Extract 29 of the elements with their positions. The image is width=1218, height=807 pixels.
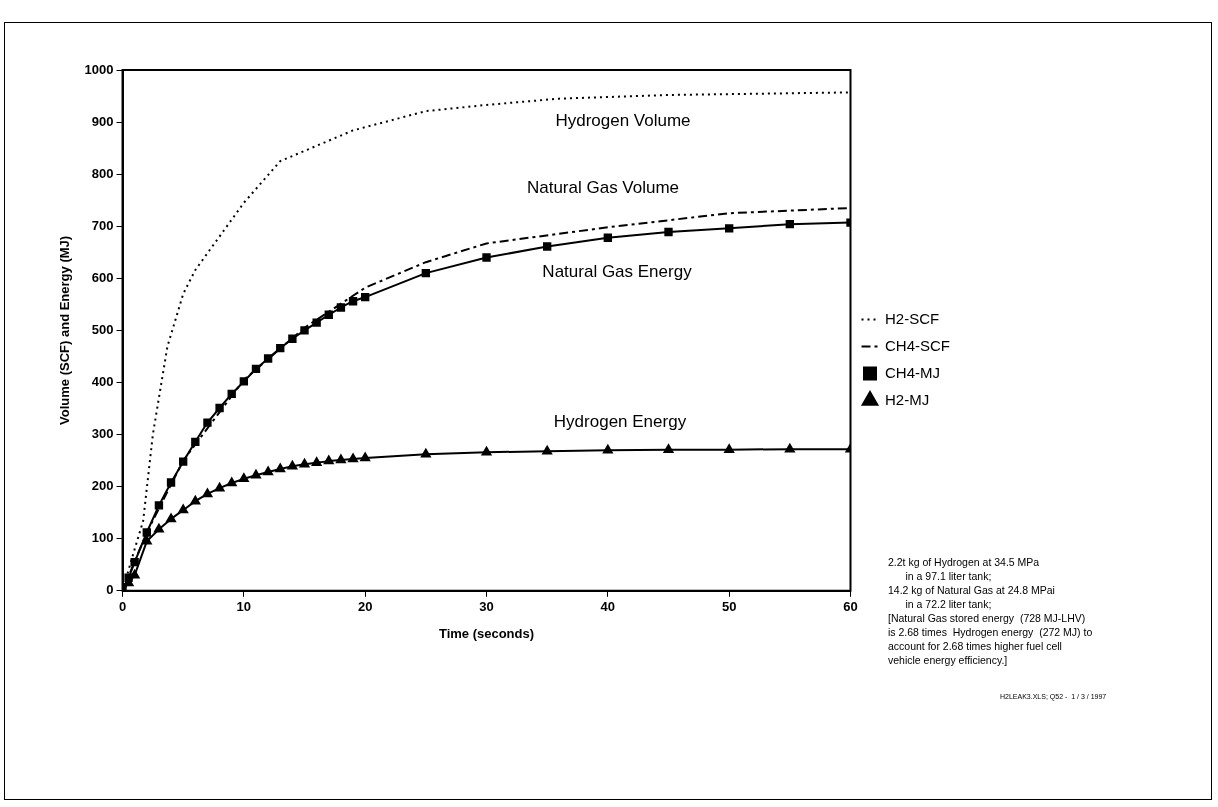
y-tick-label: 700 — [91, 217, 114, 233]
y-tick-label: 100 — [91, 530, 114, 546]
y-tick-label: 500 — [91, 321, 114, 337]
x-tick-label: 10 — [236, 599, 252, 615]
y-tick-label: 800 — [91, 165, 114, 181]
y-tick-label: 600 — [91, 269, 114, 285]
legend-label: CH4-MJ — [885, 363, 940, 381]
y-tick-label: 1000 — [84, 61, 114, 77]
annotation: Hydrogen Energy — [553, 412, 687, 432]
x-tick-label: 40 — [600, 599, 616, 615]
y-tick-label: 0 — [106, 582, 114, 598]
x-tick-label: 0 — [118, 599, 127, 615]
y-axis-title: Volume (SCF) and Energy (MJ) — [57, 235, 73, 425]
y-tick-label: 400 — [91, 374, 114, 390]
y-tick-label: 900 — [91, 113, 114, 129]
x-tick-label: 60 — [843, 599, 858, 615]
y-tick-label: 200 — [91, 478, 114, 494]
x-tick-label: 30 — [479, 599, 494, 615]
annotation: Natural Gas Volume — [526, 178, 680, 198]
annotation: Natural Gas Energy — [542, 262, 692, 282]
legend-label: CH4-SCF — [885, 336, 951, 354]
y-tick-label: 300 — [91, 426, 114, 442]
x-tick-label: 20 — [357, 599, 373, 615]
annotation: Hydrogen Volume — [555, 111, 691, 131]
legend-label: H2-MJ — [885, 390, 930, 408]
x-tick-label: 50 — [721, 599, 737, 615]
text: 2.2t kg of Hydrogen at 34.5 MPa in a 97.1 liter tank; 14.2 kg of Natural Gas at 24.8 MPai in a 72.2 liter tank; [Natural Gas stored energy (728 MJ-LHV) is 2.68 times Hydrogen energy (272 MJ) to account for 2.68 times higher fuel cell vehicle energy efficiency.] — [888, 555, 1093, 667]
legend-label: H2-SCF — [885, 309, 940, 327]
x-axis-title: Time (seconds) — [438, 625, 535, 641]
